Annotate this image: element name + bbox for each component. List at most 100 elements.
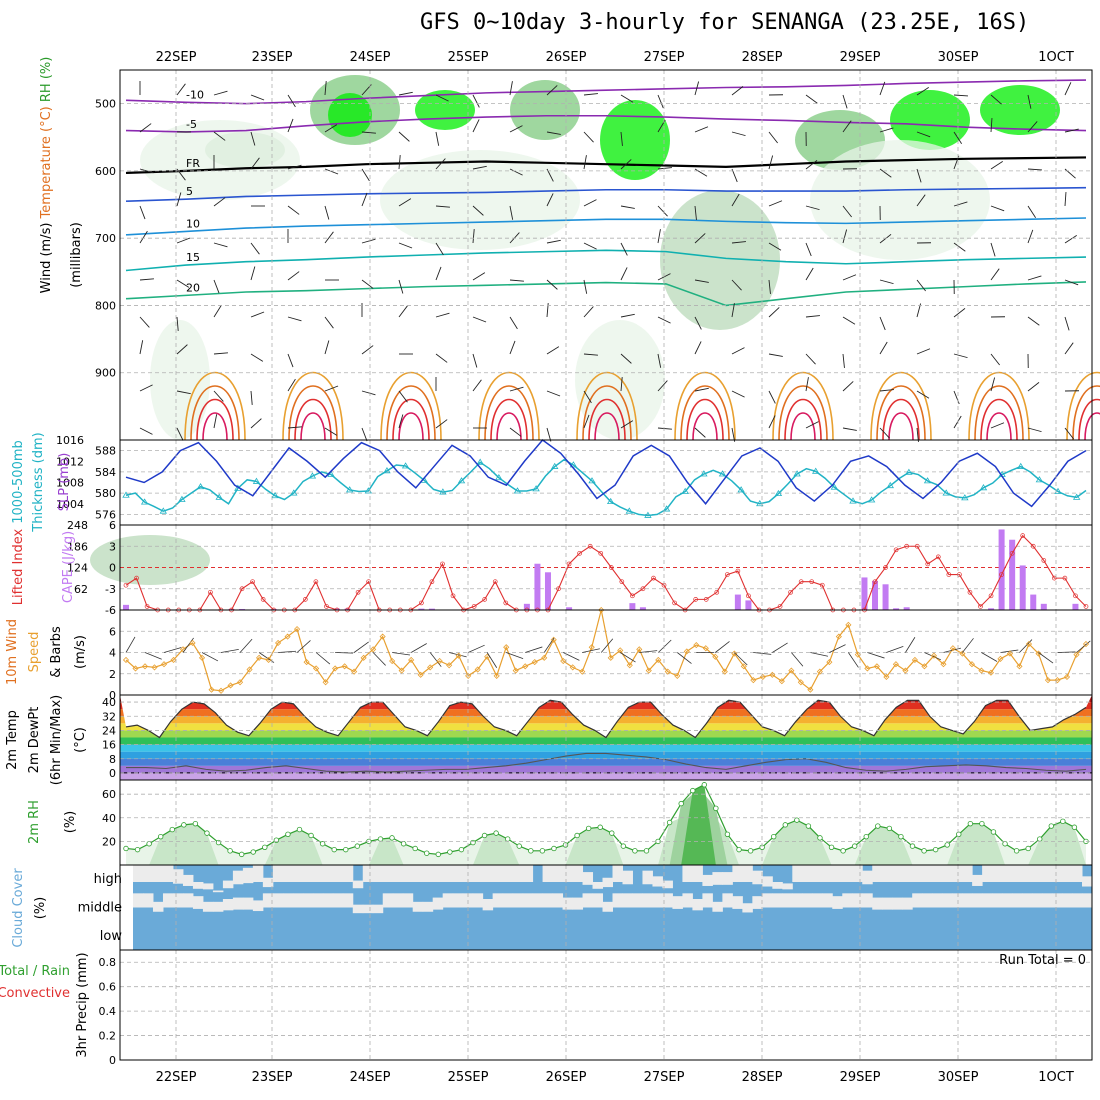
wind-barb	[842, 274, 857, 281]
rh-shading-region	[980, 85, 1060, 135]
cape-bar	[544, 572, 551, 610]
wind-barb	[953, 155, 960, 170]
lifted-index-marker	[619, 579, 625, 585]
cloud-clear-segment	[332, 893, 344, 908]
cloud-clear-segment	[1012, 893, 1023, 908]
wind-barb	[620, 94, 634, 103]
wind-barb	[1027, 121, 1038, 133]
rh2m-marker	[204, 830, 210, 836]
wind-speed-marker	[883, 673, 890, 681]
wind-barb	[324, 168, 339, 175]
wind-barb	[139, 340, 144, 355]
y-tick-label: 0.2	[99, 1030, 117, 1043]
thickness-marker	[849, 497, 857, 504]
y-tick-label: 40	[102, 812, 116, 825]
lifted-index-marker	[935, 554, 941, 560]
cloud-clear-segment	[452, 893, 464, 908]
cape-bar	[734, 594, 741, 610]
wind-barb	[731, 427, 736, 442]
cloud-clear-segment	[512, 865, 524, 882]
cloud-clear-segment	[482, 865, 494, 882]
y-tick-label: 24	[102, 724, 116, 737]
contour-label: -10	[186, 88, 204, 101]
cloud-clear-segment	[892, 897, 903, 910]
rh2m-marker	[192, 820, 199, 827]
wind-barb	[990, 353, 1000, 366]
rh2m-marker	[319, 841, 326, 847]
wind-speed-marker	[826, 658, 833, 666]
rh2m-marker	[886, 825, 893, 832]
wind-barb	[220, 648, 239, 653]
wind-barb	[805, 205, 820, 211]
rh2m-marker	[250, 849, 256, 855]
lifted-index-marker	[1020, 533, 1026, 538]
mixing-ratio-contour	[282, 371, 344, 441]
wind-barb	[768, 353, 783, 357]
wind-barb	[472, 165, 487, 170]
wind-barb	[435, 158, 446, 170]
wind-barb	[620, 159, 632, 170]
wind-speed-line	[125, 609, 1087, 692]
cloud-clear-segment	[272, 865, 284, 882]
wind-barb	[981, 652, 998, 662]
date-label-top: 29SEP	[840, 50, 881, 65]
wind-barb	[250, 131, 256, 146]
lifted-index-marker	[714, 589, 720, 595]
temperature-color-band	[120, 737, 1092, 745]
wind-barb	[805, 267, 814, 281]
lifted-index-marker	[587, 543, 593, 549]
rh2m-marker	[146, 841, 152, 847]
cloud-clear-segment	[142, 865, 154, 882]
cloud-clear-segment	[1052, 865, 1063, 882]
cloud-clear-segment	[802, 893, 813, 908]
wind-barb	[842, 381, 854, 392]
y-axis-label: Lifted Index	[11, 528, 26, 605]
cloud-clear-segment	[172, 869, 184, 884]
y-axis-label: 2m RH	[27, 800, 42, 844]
wind-barb	[731, 347, 745, 355]
cloud-clear-segment	[602, 877, 613, 888]
wind-barb	[620, 242, 628, 256]
cape-bar	[629, 603, 636, 610]
wind-speed-marker	[198, 654, 206, 661]
y-axis-label: CAPE (J/kg)	[61, 531, 76, 603]
cloud-clear-segment	[212, 890, 224, 893]
wind-barb	[879, 168, 892, 178]
rh2m-marker	[458, 846, 465, 853]
y-tick-label: 60	[102, 788, 116, 801]
wind-barb	[287, 205, 300, 215]
cloud-clear-segment	[832, 896, 843, 909]
cloud-clear-segment	[442, 865, 454, 882]
cloud-clear-segment	[1062, 893, 1073, 908]
wind-barb	[509, 168, 523, 176]
wind-speed-marker	[275, 639, 282, 647]
wind-barb	[398, 305, 408, 318]
y-tick-label-right: 1012	[56, 455, 84, 468]
wind-barb	[916, 131, 931, 138]
rh2m-marker	[504, 836, 511, 842]
cloud-clear-segment	[762, 876, 773, 887]
wind-barb	[435, 266, 442, 281]
date-label-top: 22SEP	[156, 50, 197, 65]
wind-barb	[734, 652, 748, 666]
date-label-top: 28SEP	[742, 50, 783, 65]
cape-bar	[1040, 603, 1047, 610]
cloud-clear-segment	[1082, 876, 1093, 887]
wind-barb	[953, 390, 960, 405]
y-axis-label-part: Wind (m/s)	[39, 223, 54, 294]
mixing-ratio-contour	[190, 385, 240, 441]
y-axis-label-part: 2m DewPt	[27, 707, 42, 774]
cloud-clear-segment	[592, 893, 604, 908]
mixing-ratio-contour	[588, 398, 626, 441]
wind-speed-marker	[427, 664, 434, 671]
wind-barb	[620, 313, 635, 318]
cloud-clear-segment	[722, 872, 733, 885]
wind-barb	[1027, 427, 1042, 433]
wind-barb	[1064, 427, 1074, 440]
wind-barb	[144, 652, 162, 660]
y-tick-label-right: 186	[67, 540, 88, 553]
wind-barb	[546, 193, 554, 207]
wind-speed-marker	[968, 661, 976, 668]
lifted-index-marker	[440, 561, 445, 567]
rh-shading-region	[575, 320, 665, 440]
